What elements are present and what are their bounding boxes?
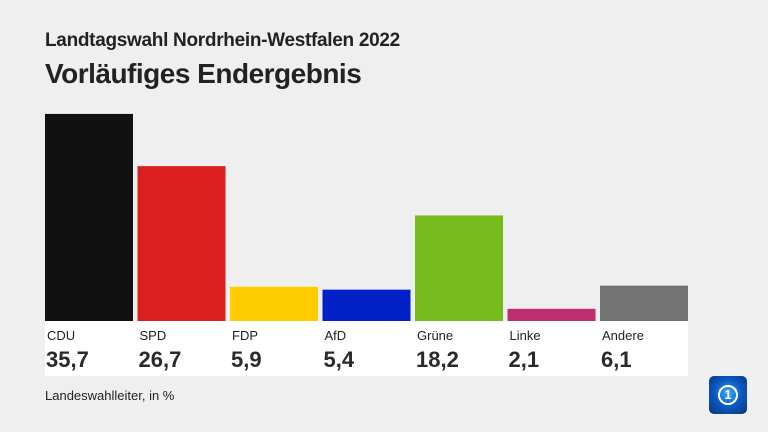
tagesschau-logo: 1: [709, 376, 747, 414]
category-label: Andere: [602, 328, 644, 343]
bar-andere: [600, 285, 688, 321]
category-label: Linke: [509, 328, 541, 343]
bar-spd: [137, 166, 226, 321]
value-label: 5,4: [323, 347, 355, 372]
category-label: AfD: [324, 328, 347, 343]
chart-subtitle: Landtagswahl Nordrhein-Westfalen 2022: [45, 30, 400, 51]
chart-title: Vorläufiges Endergebnis: [45, 58, 362, 89]
value-label: 35,7: [46, 347, 89, 372]
source-note: Landeswahlleiter, in %: [45, 388, 175, 403]
category-label: CDU: [47, 328, 76, 343]
logo-one-icon: 1: [718, 385, 738, 405]
value-label: 6,1: [601, 347, 632, 372]
label-table: CDU 35,7 SPD 26,7 FDP 5,9 AfD 5,4 Grüne 18,2 Linke…: [45, 321, 688, 376]
bar-fdp: [230, 286, 318, 321]
category-label: Grüne: [417, 328, 454, 343]
value-label: 2,1: [508, 347, 540, 372]
category-label: SPD: [139, 328, 167, 343]
value-label: 5,9: [231, 347, 262, 372]
value-label: 18,2: [416, 347, 459, 372]
value-label: 26,7: [138, 347, 182, 372]
bar-cdu: [45, 113, 133, 321]
bar-linke: [507, 308, 596, 321]
bar-afd: [322, 289, 411, 321]
bar-grüne: [415, 215, 503, 321]
category-label: FDP: [232, 328, 258, 343]
